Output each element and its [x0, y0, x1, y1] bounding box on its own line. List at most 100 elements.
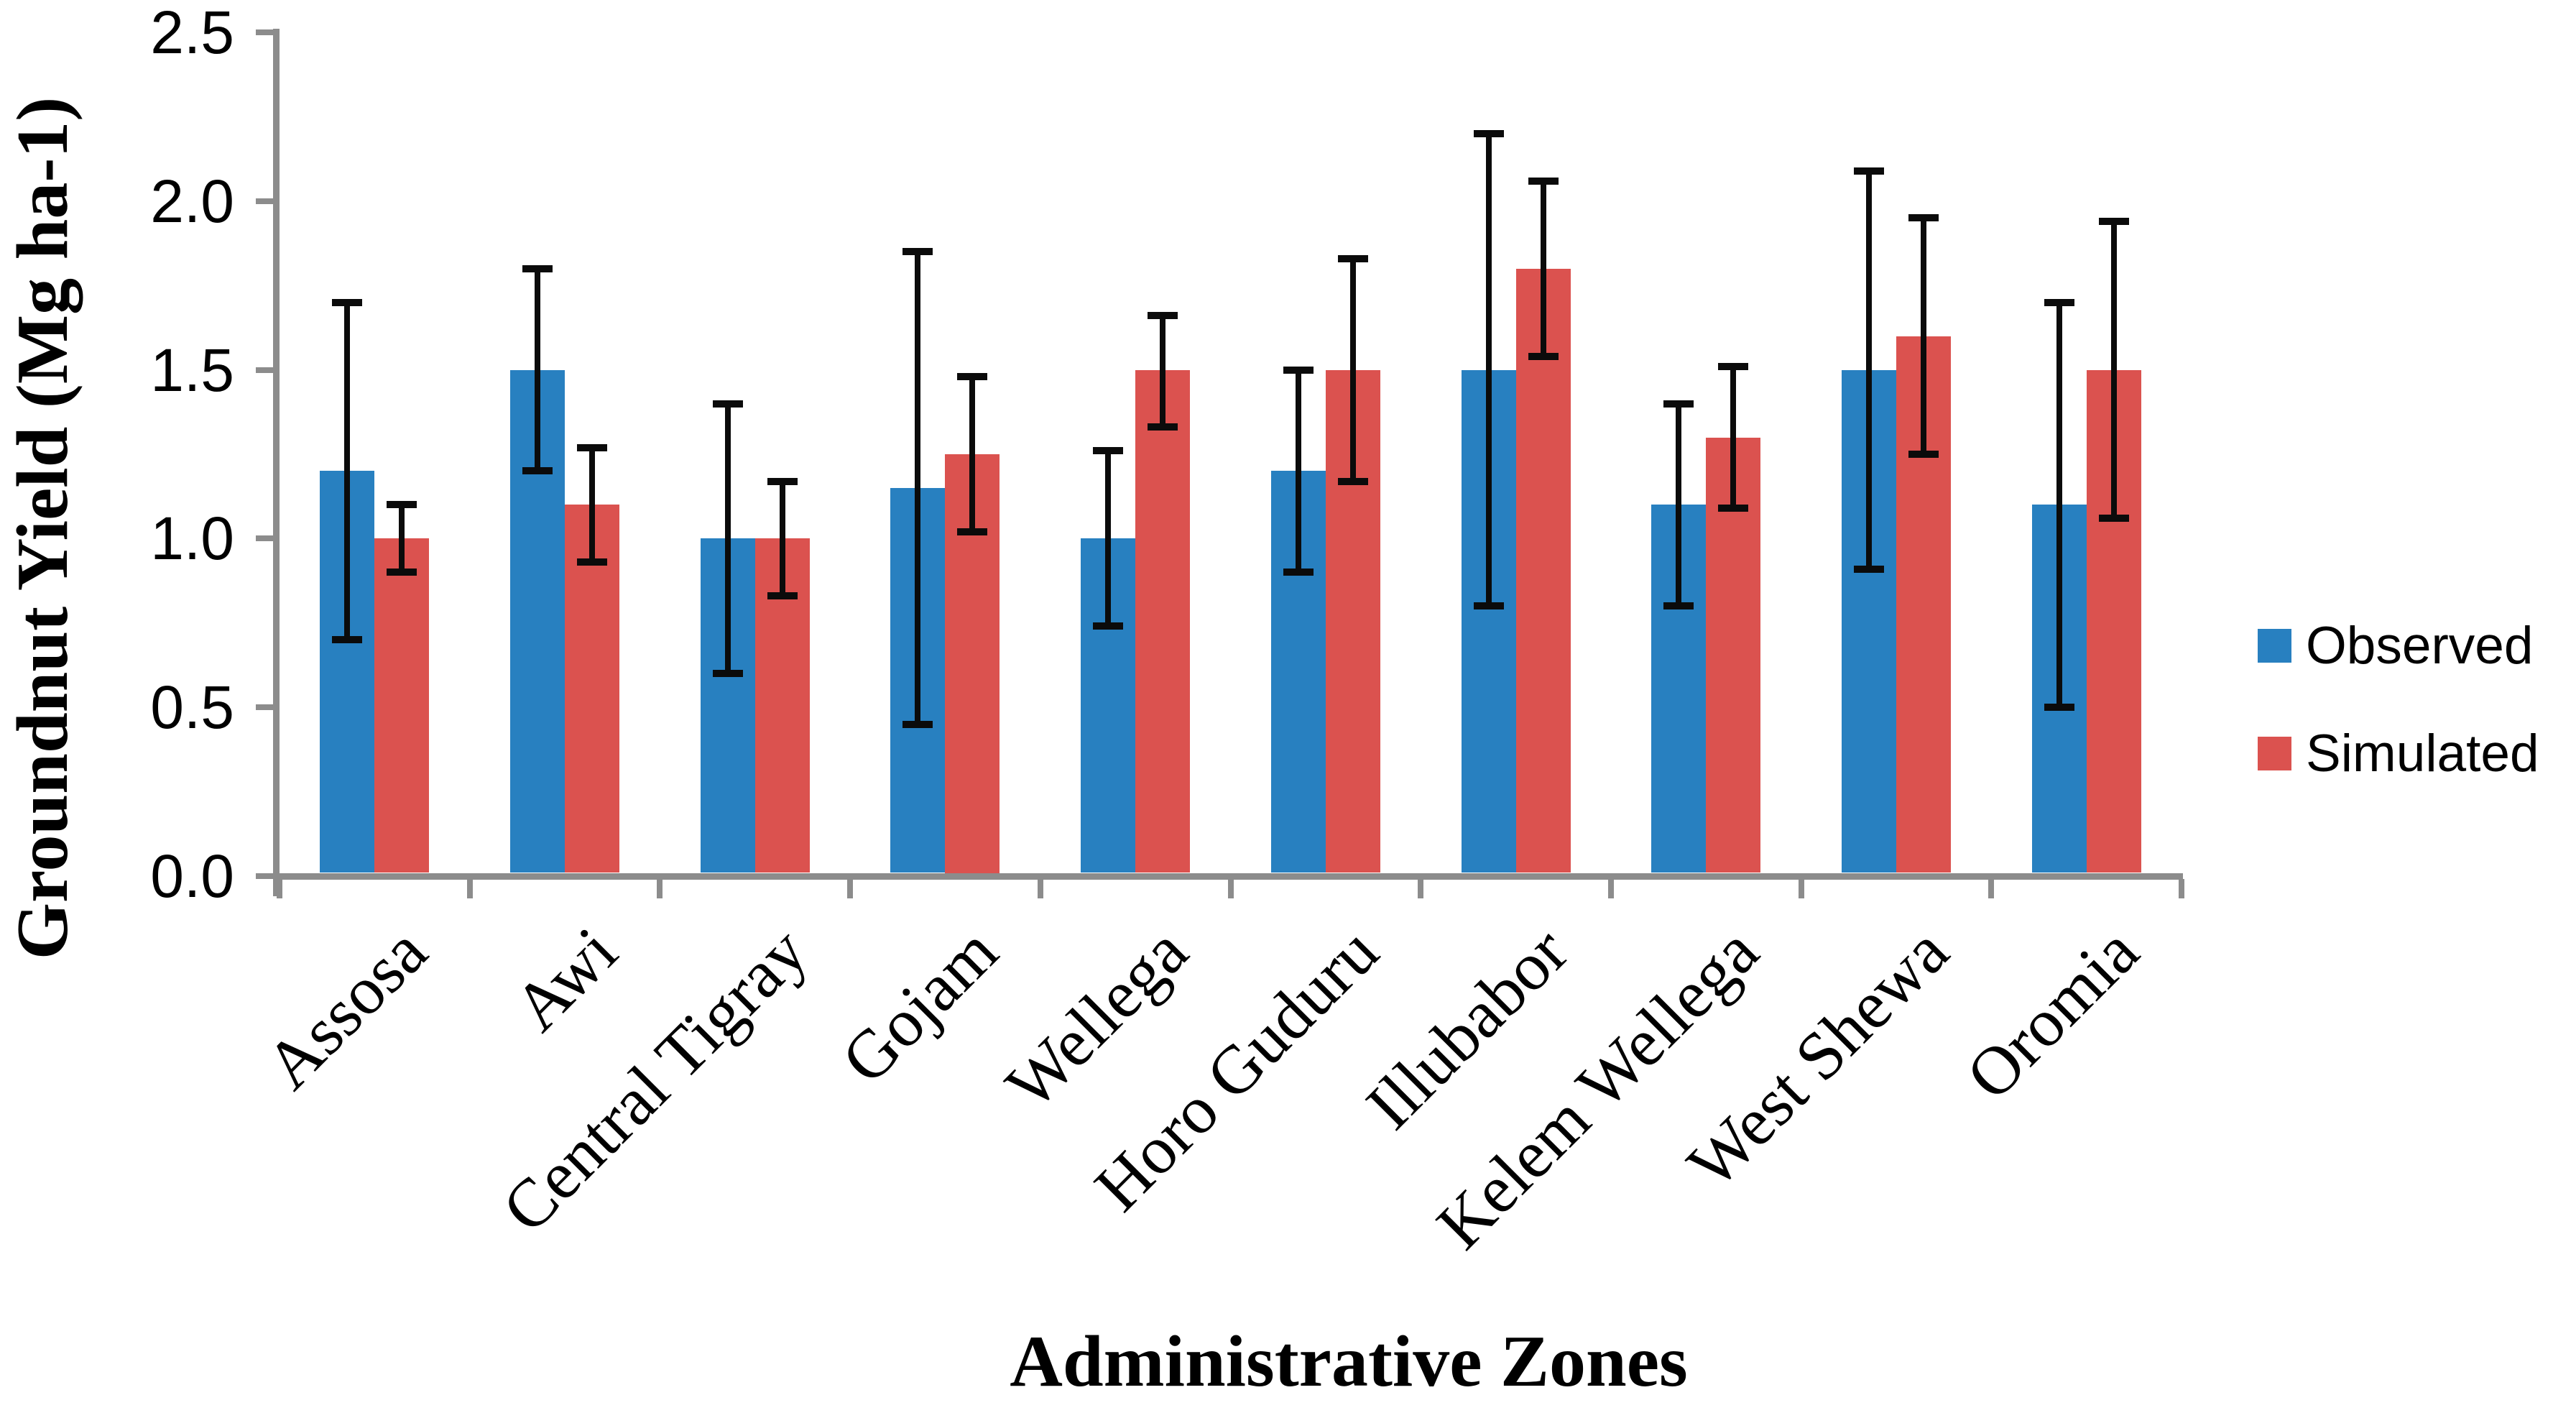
error-bar-cap-bottom — [902, 720, 933, 728]
category-label: Gojam — [826, 912, 1012, 1098]
error-bar-cap-bottom — [1718, 505, 1749, 512]
error-bar-cap-bottom — [767, 592, 798, 600]
legend-item-simulated: Simulated — [2258, 727, 2539, 780]
error-bar-cap-bottom — [332, 636, 363, 644]
error-bar-cap-bottom — [1663, 602, 1694, 610]
error-bar-line — [1730, 366, 1737, 509]
y-tick-label: 2.5 — [150, 0, 234, 66]
category-label: Awi — [499, 912, 632, 1046]
error-bar-cap-bottom — [1853, 565, 1884, 573]
error-bar-cap-bottom — [1093, 622, 1124, 630]
error-bar-line — [969, 376, 976, 532]
error-bar-cap-top — [902, 248, 933, 256]
error-bar-line — [344, 302, 351, 640]
error-bar-cap-top — [957, 372, 988, 380]
x-axis — [272, 873, 2183, 880]
bar-simulated — [374, 538, 430, 873]
legend-label-observed: Observed — [2306, 616, 2534, 675]
error-bar-cap-bottom — [1337, 477, 1368, 485]
legend-item-observed: Observed — [2258, 620, 2534, 672]
error-bar-line — [1540, 180, 1546, 356]
y-tick-label: 1.0 — [150, 505, 234, 573]
error-bar-line — [1160, 316, 1166, 428]
error-bar-line — [589, 447, 596, 563]
category-label: Oromia — [1952, 912, 2153, 1115]
y-axis-tick — [256, 198, 276, 204]
error-bar-cap-top — [2098, 217, 2129, 225]
y-axis-tick — [256, 367, 276, 373]
error-bar-cap-bottom — [2098, 515, 2129, 523]
error-bar-cap-bottom — [1473, 602, 1504, 610]
error-bar-line — [2110, 221, 2117, 519]
error-bar-cap-top — [522, 264, 553, 272]
error-bar-cap-top — [1908, 214, 1939, 222]
legend-swatch-observed-icon — [2258, 628, 2291, 663]
error-bar-line — [1105, 451, 1112, 627]
x-axis-tick — [1227, 878, 1234, 898]
error-bar-line — [1349, 258, 1356, 482]
error-bar-cap-top — [1718, 362, 1749, 370]
error-bar-line — [535, 268, 541, 471]
error-bar-line — [399, 505, 405, 573]
error-bar-cap-top — [767, 477, 798, 485]
error-bar-cap-top — [2044, 298, 2074, 306]
y-tick-label: 0.5 — [150, 673, 234, 742]
error-bar-line — [1485, 133, 1492, 607]
error-bar-line — [2056, 302, 2062, 708]
x-axis-tick — [466, 878, 473, 898]
error-bar-cap-bottom — [1908, 451, 1939, 458]
y-tick-label: 2.0 — [150, 167, 234, 235]
error-bar-cap-top — [1337, 254, 1368, 262]
x-axis-tick — [1037, 878, 1043, 898]
x-axis-tick — [2179, 878, 2184, 898]
error-bar-cap-bottom — [1283, 569, 1314, 576]
error-bar-line — [1920, 218, 1926, 454]
y-axis — [272, 29, 280, 896]
x-axis-tick — [847, 878, 854, 898]
x-axis-tick — [657, 878, 663, 898]
y-axis-tick — [256, 704, 276, 711]
legend-label-simulated: Simulated — [2306, 724, 2539, 783]
error-bar-cap-bottom — [957, 528, 988, 535]
y-tick-label: 1.5 — [150, 336, 234, 404]
error-bar-cap-bottom — [522, 467, 553, 475]
error-bar-cap-top — [1093, 447, 1124, 455]
error-bar-cap-top — [332, 298, 363, 306]
x-axis-tick — [1798, 878, 1804, 898]
error-bar-cap-top — [387, 501, 417, 509]
error-bar-cap-top — [1528, 177, 1559, 185]
error-bar-cap-bottom — [387, 569, 417, 576]
y-axis-tick — [256, 29, 276, 35]
bar-simulated — [1515, 268, 1571, 873]
x-axis-tick — [1988, 878, 1995, 898]
y-axis-tick — [256, 873, 276, 879]
error-bar-line — [1295, 369, 1301, 573]
y-axis-title: Groundnut Yield (Mg ha-1) — [2, 96, 83, 960]
error-bar-line — [779, 481, 785, 597]
error-bar-line — [1676, 403, 1682, 607]
error-bar-cap-top — [1473, 129, 1504, 137]
x-axis-title: Administrative Zones — [1010, 1321, 1688, 1402]
x-axis-tick — [1418, 878, 1424, 898]
error-bar-cap-bottom — [1528, 352, 1559, 360]
bar-simulated — [1135, 369, 1191, 873]
y-axis-tick — [256, 535, 276, 542]
error-bar-cap-bottom — [577, 558, 608, 566]
error-bar-cap-top — [1663, 400, 1694, 408]
error-bar-line — [1865, 170, 1872, 569]
error-bar-cap-top — [1283, 366, 1314, 374]
error-bar-cap-top — [1853, 167, 1884, 175]
y-tick-label: 0.0 — [150, 842, 234, 910]
error-bar-line — [915, 252, 921, 724]
error-bar-cap-bottom — [1148, 423, 1178, 431]
error-bar-cap-top — [1148, 312, 1178, 320]
legend-swatch-simulated-icon — [2258, 736, 2291, 770]
error-bar-line — [724, 403, 731, 674]
error-bar-cap-bottom — [2044, 704, 2074, 712]
x-axis-tick — [1607, 878, 1614, 898]
x-axis-tick — [277, 878, 282, 898]
bar-simulated — [565, 505, 620, 873]
error-bar-cap-bottom — [712, 670, 743, 678]
